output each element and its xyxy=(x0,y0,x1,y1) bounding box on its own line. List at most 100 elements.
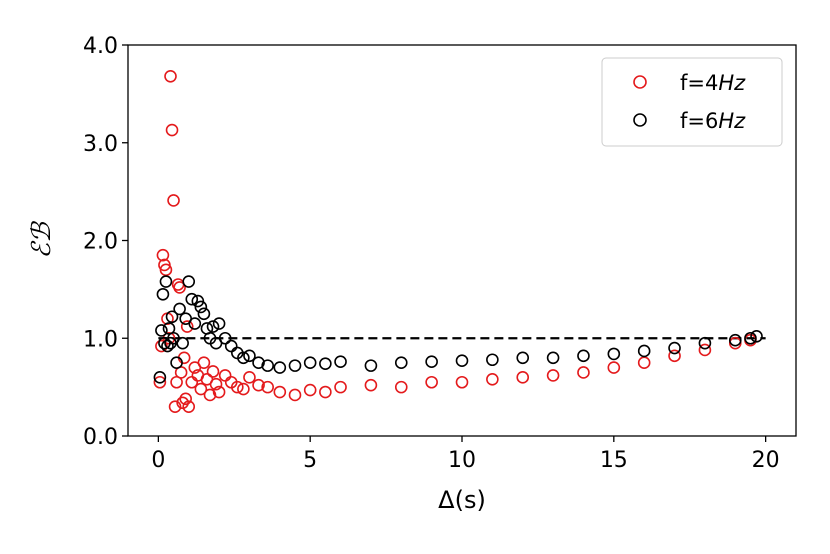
data-point xyxy=(209,377,223,391)
data-point xyxy=(173,281,186,294)
data-point xyxy=(224,339,238,353)
data-point xyxy=(750,329,763,343)
data-point xyxy=(218,369,232,382)
y-tick-label: 2.0 xyxy=(83,230,118,255)
legend-label-unit: Hz xyxy=(718,71,746,95)
legend-box xyxy=(601,57,783,147)
data-point xyxy=(261,380,274,394)
data-point xyxy=(194,300,208,314)
data-point xyxy=(156,248,170,262)
data-point xyxy=(191,294,205,308)
data-point xyxy=(303,383,317,397)
legend-item-1: f=4Hz xyxy=(633,71,746,95)
data-point xyxy=(334,355,347,369)
y-tick-label: 3.0 xyxy=(83,132,118,157)
data-point xyxy=(182,275,196,288)
y-tick-label: 4.0 xyxy=(83,34,118,59)
data-point xyxy=(394,380,408,394)
data-point xyxy=(165,310,179,324)
x-tick-label: 0 xyxy=(151,448,165,473)
legend-label-unit: Hz xyxy=(718,109,746,133)
data-point xyxy=(698,343,712,357)
legend-label: f=6Hz xyxy=(680,109,746,133)
data-point xyxy=(176,336,189,350)
data-point xyxy=(394,356,408,369)
data-point xyxy=(607,361,621,374)
data-point xyxy=(637,344,651,358)
data-point xyxy=(206,320,220,333)
x-tick-label: 10 xyxy=(448,448,476,473)
data-point xyxy=(179,392,192,406)
data-point xyxy=(546,369,560,382)
data-point xyxy=(288,359,302,372)
data-point xyxy=(455,375,469,389)
data-point xyxy=(159,275,173,288)
y-tick-label: 1.0 xyxy=(83,327,118,352)
data-point xyxy=(218,331,232,345)
data-point xyxy=(637,356,651,369)
legend-label-prefix: f=6 xyxy=(680,109,718,133)
data-point xyxy=(261,359,274,372)
legend-marker xyxy=(633,113,647,127)
data-point xyxy=(237,351,250,365)
data-point xyxy=(577,349,590,363)
data-point xyxy=(206,365,220,378)
x-tick-label: 5 xyxy=(303,448,317,473)
legend-item-2: f=6Hz xyxy=(633,109,746,133)
data-point xyxy=(668,349,681,363)
data-point xyxy=(167,194,180,207)
data-point xyxy=(243,371,256,384)
x-tick-label: 20 xyxy=(752,448,780,473)
data-point xyxy=(252,378,265,392)
y-axis-label: ℰℬ xyxy=(27,221,57,259)
legend-label-prefix: f=4 xyxy=(680,71,718,95)
data-point xyxy=(516,371,530,384)
data-point xyxy=(203,388,217,402)
data-point xyxy=(273,361,287,374)
data-point xyxy=(516,351,530,365)
data-point xyxy=(212,317,226,330)
data-point xyxy=(194,382,208,396)
data-point xyxy=(165,123,179,137)
data-point xyxy=(319,385,332,399)
data-point xyxy=(155,324,168,337)
data-point xyxy=(728,333,742,347)
data-point xyxy=(273,385,287,399)
data-point xyxy=(156,287,170,301)
data-point xyxy=(182,400,196,413)
data-point xyxy=(577,366,590,379)
y-axis: 0.0 1.0 2.0 3.0 4.0 xyxy=(83,34,128,450)
data-point xyxy=(212,385,226,399)
data-point xyxy=(252,356,265,369)
data-point xyxy=(744,331,757,345)
data-point xyxy=(303,356,317,369)
series-2 xyxy=(153,275,763,384)
data-point xyxy=(155,339,168,353)
data-point xyxy=(164,69,177,83)
data-point xyxy=(197,356,211,369)
points-layer xyxy=(153,69,763,413)
data-point xyxy=(486,373,499,386)
data-point xyxy=(168,400,182,413)
data-point xyxy=(170,356,183,369)
data-point xyxy=(243,349,256,363)
data-point xyxy=(425,375,438,389)
data-point xyxy=(288,388,302,402)
data-point xyxy=(319,357,332,370)
data-point xyxy=(161,339,174,353)
data-point xyxy=(364,359,378,372)
data-point xyxy=(486,353,499,367)
x-tick-label: 15 xyxy=(600,448,628,473)
data-point xyxy=(188,317,202,330)
data-point xyxy=(185,292,199,306)
data-point xyxy=(158,258,171,272)
data-point xyxy=(153,371,167,384)
data-point xyxy=(698,336,712,350)
data-point xyxy=(425,355,438,369)
data-point xyxy=(607,347,621,361)
data-point xyxy=(668,341,681,355)
data-point xyxy=(197,307,211,321)
x-axis-label: Δ(s) xyxy=(438,486,486,514)
data-point xyxy=(546,351,560,365)
